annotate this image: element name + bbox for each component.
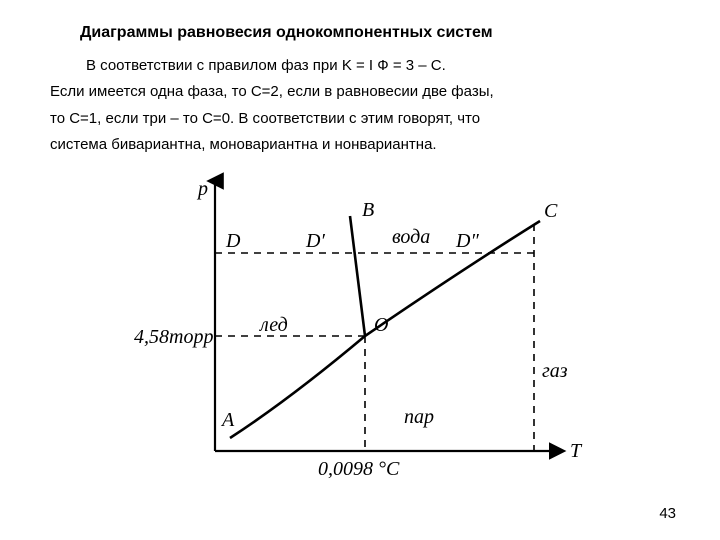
- label-vapor: пар: [404, 406, 434, 428]
- phase-diagram: p T A B C D D′ D″ Oвода лед пар газ 4,58торр 0,0098 °…: [130, 161, 590, 481]
- phase-diagram-svg: p T A B C D D′ D″ Oвода лед пар газ 4,58торр 0,0098 °…: [130, 161, 590, 481]
- paragraph-line-2: Если имеется одна фаза, то С=2, если в р…: [50, 82, 670, 102]
- label-gas: газ: [542, 360, 568, 382]
- paragraph-line-1: В соответствии с правилом фаз при K = I …: [50, 56, 670, 76]
- paragraph-line-3: то С=1, если три – то С=0. В соответстви…: [50, 109, 670, 129]
- slide-number: 43: [659, 505, 676, 522]
- label-D: D: [225, 230, 241, 252]
- label-A: A: [220, 409, 235, 431]
- label-O: O: [374, 314, 388, 336]
- curve-OB: [350, 216, 365, 336]
- label-Ddprime: D″: [455, 230, 479, 252]
- label-Dprime: D′: [305, 230, 325, 252]
- label-C: C: [544, 200, 558, 222]
- paragraph-line-4: система бивариантна, моновариантна и нон…: [50, 135, 670, 155]
- label-ice: лед: [259, 314, 288, 336]
- label-B: B: [362, 199, 374, 221]
- label-x_tick: 0,0098 °С: [318, 458, 400, 480]
- curve-OA: [230, 336, 365, 438]
- label-p_axis: p: [196, 178, 208, 200]
- page-title: Диаграммы равновесия однокомпонентных си…: [80, 24, 670, 42]
- label-y_tick: 4,58торр: [134, 326, 213, 348]
- label-T_axis: T: [570, 440, 583, 462]
- label-water: вода: [392, 226, 430, 248]
